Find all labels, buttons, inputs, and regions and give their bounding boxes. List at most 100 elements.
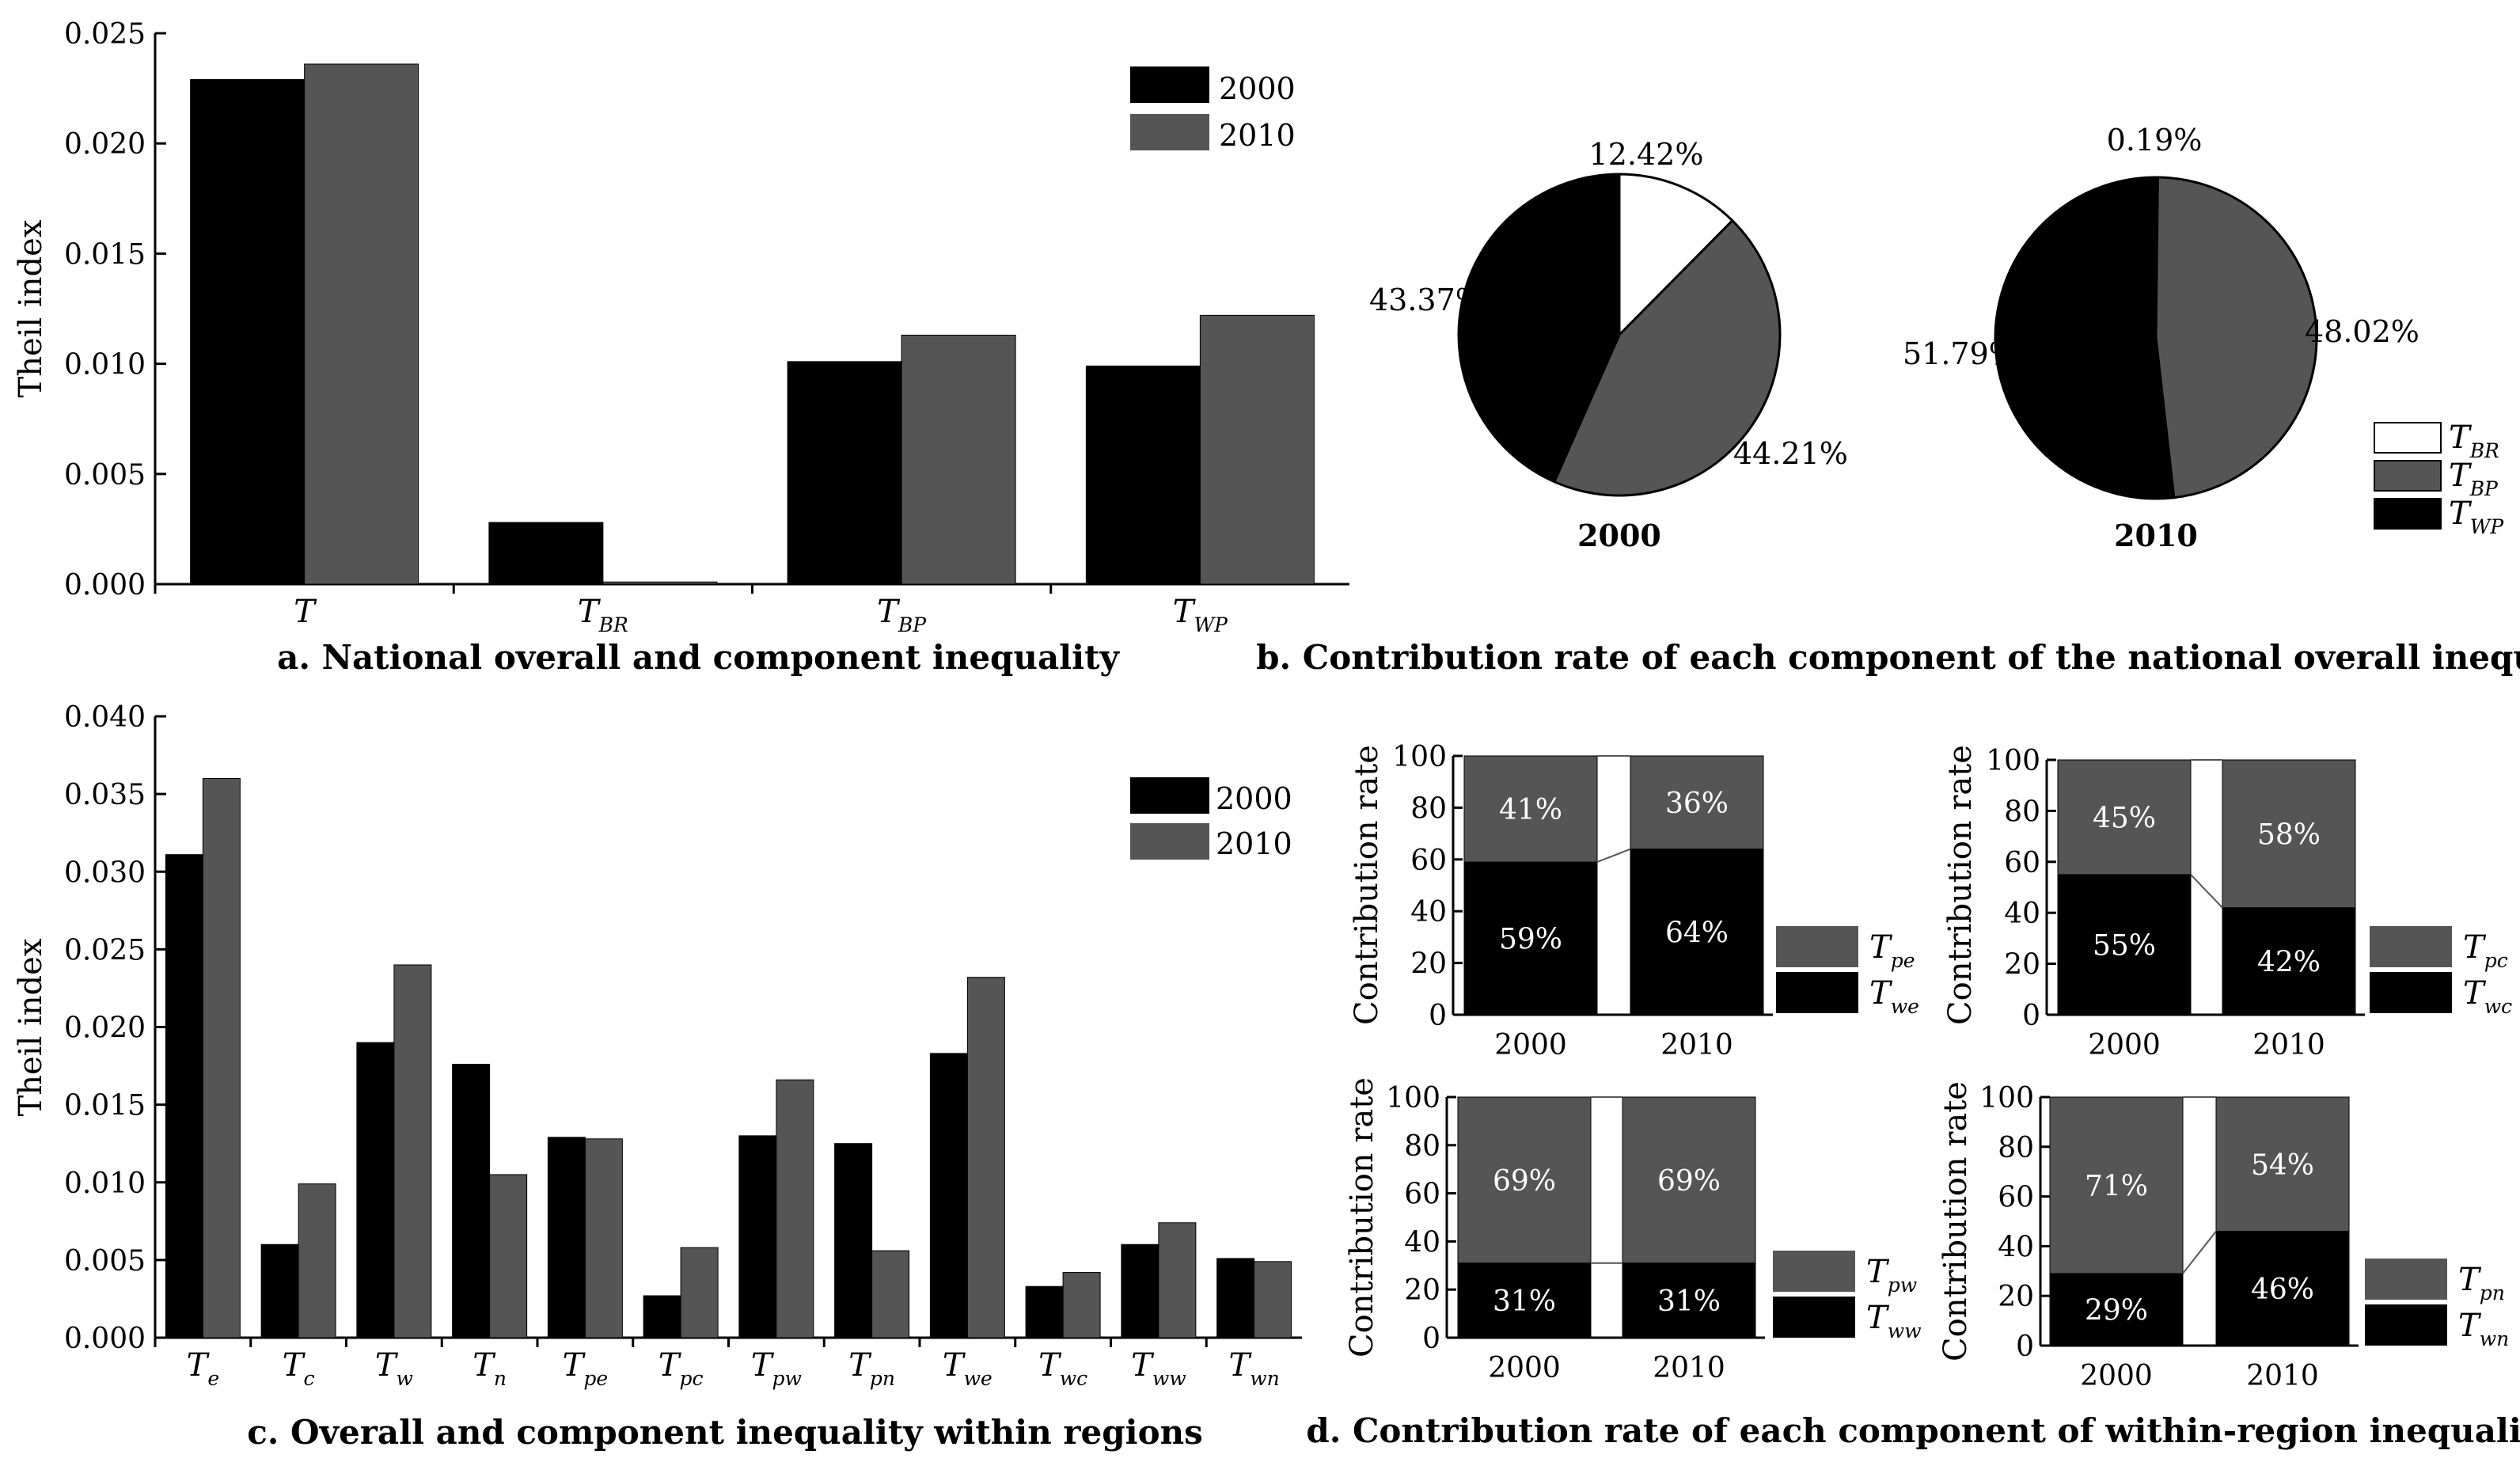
x-tick-label-a: T bbox=[294, 594, 317, 630]
bar-c-2010 bbox=[966, 977, 1005, 1338]
x-tick-label-c: Tw bbox=[375, 1347, 413, 1390]
chart-title-b: b. Contribution rate of each component o… bbox=[1256, 638, 2520, 677]
x-tick-label-c: Twn bbox=[1229, 1347, 1280, 1390]
stack-top-d3-2010 bbox=[2215, 1096, 2350, 1232]
y-tick-label-a: 0.025 bbox=[64, 18, 146, 51]
pie-legend-label-BP: TBP bbox=[2449, 458, 2499, 500]
stack-label-bottom-d3: 46% bbox=[2251, 1274, 2314, 1306]
bar-c-2000 bbox=[1025, 1285, 1064, 1338]
chart-title-a: a. National overall and component inequa… bbox=[277, 638, 1120, 677]
stack-top-d2-2010 bbox=[1622, 1096, 1756, 1264]
stack-label-bottom-d1: 55% bbox=[2093, 929, 2156, 962]
pie-label-2010-BR: 0.19% bbox=[2107, 123, 2203, 158]
bar-c-2010 bbox=[776, 1079, 814, 1338]
stack-label-top-d0: 41% bbox=[1499, 794, 1562, 826]
x-tick-label-d2: 2000 bbox=[1488, 1352, 1561, 1384]
bar-c-2000 bbox=[929, 1053, 968, 1338]
x-tick-label-c: Twe bbox=[943, 1347, 992, 1390]
y-axis-title-c: Theil index bbox=[13, 938, 49, 1116]
stack-top-d2-2000 bbox=[1457, 1096, 1592, 1264]
y-tick-label-d2: 40 bbox=[1404, 1226, 1440, 1259]
y-axis-title-d1: Contribution rate bbox=[1942, 745, 1979, 1025]
y-tick-label-d3: 20 bbox=[1998, 1281, 2034, 1313]
legend-label-d3-top: Tpn bbox=[2458, 1262, 2505, 1304]
x-tick-label-d3: 2010 bbox=[2246, 1360, 2319, 1392]
legend-swatch-d0-top bbox=[1776, 926, 1858, 967]
y-tick-label-d1: 20 bbox=[2004, 949, 2040, 982]
y-tick-label-c: 0.000 bbox=[64, 1323, 146, 1355]
chart-title-d: d. Contribution rate of each component o… bbox=[1306, 1411, 2520, 1450]
pie-legend-swatch-BP bbox=[2374, 460, 2442, 492]
bar-c-2000 bbox=[452, 1064, 491, 1338]
x-tick-label-c: Te bbox=[187, 1347, 219, 1390]
x-tick-label-c: Tn bbox=[472, 1347, 507, 1390]
legend-swatch-d2-top bbox=[1773, 1251, 1855, 1292]
y-tick-label-d2: 20 bbox=[1404, 1274, 1440, 1307]
y-tick-label-d0: 40 bbox=[1410, 896, 1447, 928]
y-axis-title-d0: Contribution rate bbox=[1349, 745, 1385, 1025]
legend-swatch-d3-top bbox=[2365, 1259, 2447, 1300]
legend-label-d1-top: Tpc bbox=[2463, 929, 2508, 972]
y-tick-label-a: 0.015 bbox=[64, 238, 146, 271]
y-tick-label-d3: 100 bbox=[1979, 1082, 2034, 1114]
legend-label-d2-top: Tpw bbox=[1866, 1254, 1917, 1297]
pie-legend-swatch-WP bbox=[2374, 498, 2442, 530]
y-tick-label-c: 0.015 bbox=[64, 1090, 146, 1122]
legend-swatch-2010-c bbox=[1130, 823, 1209, 860]
bar-a-2000 bbox=[787, 361, 902, 585]
bar-a-2010 bbox=[602, 581, 718, 585]
bar-c-2010 bbox=[298, 1183, 336, 1338]
legend-label-2010-a: 2010 bbox=[1219, 118, 1296, 153]
stack-bottom-d1-2010 bbox=[2222, 907, 2356, 1016]
stack-bottom-d0-2010 bbox=[1630, 849, 1764, 1016]
stack-label-bottom-d2: 31% bbox=[1657, 1285, 1721, 1318]
stack-label-top-d3: 71% bbox=[2085, 1170, 2148, 1202]
bar-c-2000 bbox=[1216, 1258, 1255, 1338]
y-tick-label-d0: 60 bbox=[1410, 845, 1447, 877]
y-axis-title-d2: Contribution rate bbox=[1344, 1077, 1380, 1357]
legend-swatch-2010-a bbox=[1130, 114, 1209, 150]
y-tick-label-d2: 60 bbox=[1404, 1179, 1440, 1211]
legend-label-d1-bottom: Twc bbox=[2463, 975, 2512, 1018]
pie-slice-2000-BR bbox=[1618, 173, 1734, 338]
legend-swatch-2000-c bbox=[1130, 777, 1209, 814]
y-tick-label-d1: 0 bbox=[2022, 1000, 2040, 1032]
legend-label-d0-bottom: Twe bbox=[1869, 975, 1919, 1018]
legend-swatch-d0-bottom bbox=[1776, 972, 1858, 1013]
bar-c-2000 bbox=[356, 1042, 395, 1338]
stack-bottom-d3-2000 bbox=[2049, 1273, 2184, 1346]
bar-c-2000 bbox=[260, 1243, 299, 1338]
legend-label-2010-c: 2010 bbox=[1216, 826, 1292, 861]
y-tick-label-c: 0.040 bbox=[64, 701, 146, 734]
bar-a-2000 bbox=[1085, 365, 1201, 585]
y-tick-label-c: 0.030 bbox=[64, 856, 146, 889]
legend-label-d0-top: Tpe bbox=[1869, 929, 1915, 972]
pie-legend-swatch-BR bbox=[2374, 422, 2442, 454]
bar-c-2000 bbox=[547, 1137, 586, 1338]
x-tick-label-d2: 2010 bbox=[1653, 1352, 1725, 1384]
y-tick-label-c: 0.020 bbox=[64, 1012, 146, 1045]
pie-legend-label-WP: TWP bbox=[2449, 495, 2504, 538]
stack-label-top-d2: 69% bbox=[1657, 1165, 1721, 1198]
y-tick-label-d3: 60 bbox=[1998, 1182, 2034, 1214]
bar-c-2000 bbox=[165, 854, 203, 1338]
pie-caption-2000: 2000 bbox=[1577, 518, 1661, 553]
y-tick-label-d1: 60 bbox=[2004, 847, 2040, 879]
bar-c-2010 bbox=[393, 964, 432, 1338]
x-tick-label-c: Twc bbox=[1038, 1347, 1087, 1390]
stack-bottom-d2-2000 bbox=[1457, 1262, 1592, 1338]
pie-label-2000-BP: 44.21% bbox=[1733, 436, 1848, 471]
stack-label-top-d1: 58% bbox=[2257, 818, 2321, 851]
pie-slice-2000-BP bbox=[1552, 218, 1782, 497]
bar-c-2010 bbox=[871, 1250, 910, 1338]
connector-d0 bbox=[1596, 848, 1631, 864]
legend-swatch-d1-top bbox=[2370, 926, 2452, 967]
y-tick-label-a: 0.005 bbox=[64, 459, 146, 492]
stack-top-d1-2000 bbox=[2057, 759, 2192, 875]
bar-a-2010 bbox=[901, 334, 1016, 585]
stack-bottom-d3-2010 bbox=[2215, 1231, 2350, 1346]
stack-label-top-d0: 36% bbox=[1665, 788, 1729, 820]
x-tick-label-c: Tpw bbox=[751, 1347, 802, 1390]
y-tick-label-a: 0.020 bbox=[64, 128, 146, 161]
